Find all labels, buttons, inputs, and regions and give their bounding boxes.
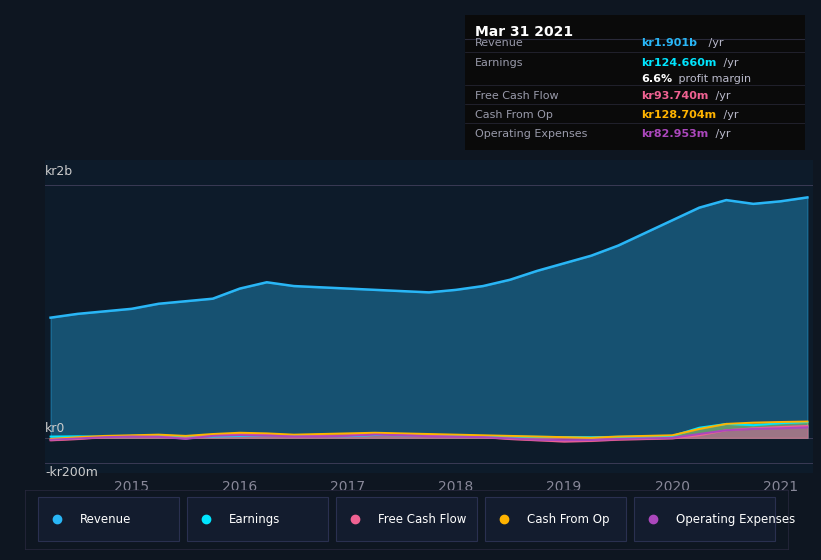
Text: Mar 31 2021: Mar 31 2021 bbox=[475, 25, 573, 39]
FancyBboxPatch shape bbox=[484, 497, 626, 542]
Text: kr82.953m: kr82.953m bbox=[641, 129, 709, 139]
Text: Free Cash Flow: Free Cash Flow bbox=[475, 91, 558, 101]
Text: -kr200m: -kr200m bbox=[45, 466, 98, 479]
Text: kr2b: kr2b bbox=[45, 165, 73, 178]
Text: /yr: /yr bbox=[712, 129, 731, 139]
Text: Earnings: Earnings bbox=[229, 513, 280, 526]
Text: Operating Expenses: Operating Expenses bbox=[676, 513, 795, 526]
FancyBboxPatch shape bbox=[38, 497, 179, 542]
Text: /yr: /yr bbox=[719, 58, 738, 68]
Text: profit margin: profit margin bbox=[675, 74, 751, 84]
Text: kr1.901b: kr1.901b bbox=[641, 38, 697, 48]
Text: /yr: /yr bbox=[719, 110, 738, 120]
Text: 6.6%: 6.6% bbox=[641, 74, 672, 84]
FancyBboxPatch shape bbox=[634, 497, 775, 542]
Text: Cash From Op: Cash From Op bbox=[526, 513, 609, 526]
Text: /yr: /yr bbox=[712, 91, 731, 101]
Text: Revenue: Revenue bbox=[475, 38, 524, 48]
Text: kr93.740m: kr93.740m bbox=[641, 91, 709, 101]
FancyBboxPatch shape bbox=[187, 497, 328, 542]
Text: kr128.704m: kr128.704m bbox=[641, 110, 717, 120]
Text: Free Cash Flow: Free Cash Flow bbox=[378, 513, 466, 526]
Text: /yr: /yr bbox=[704, 38, 723, 48]
Text: Revenue: Revenue bbox=[80, 513, 131, 526]
Text: kr124.660m: kr124.660m bbox=[641, 58, 717, 68]
Text: kr0: kr0 bbox=[45, 422, 66, 435]
Text: Operating Expenses: Operating Expenses bbox=[475, 129, 587, 139]
Text: Cash From Op: Cash From Op bbox=[475, 110, 553, 120]
Text: Earnings: Earnings bbox=[475, 58, 523, 68]
FancyBboxPatch shape bbox=[336, 497, 477, 542]
